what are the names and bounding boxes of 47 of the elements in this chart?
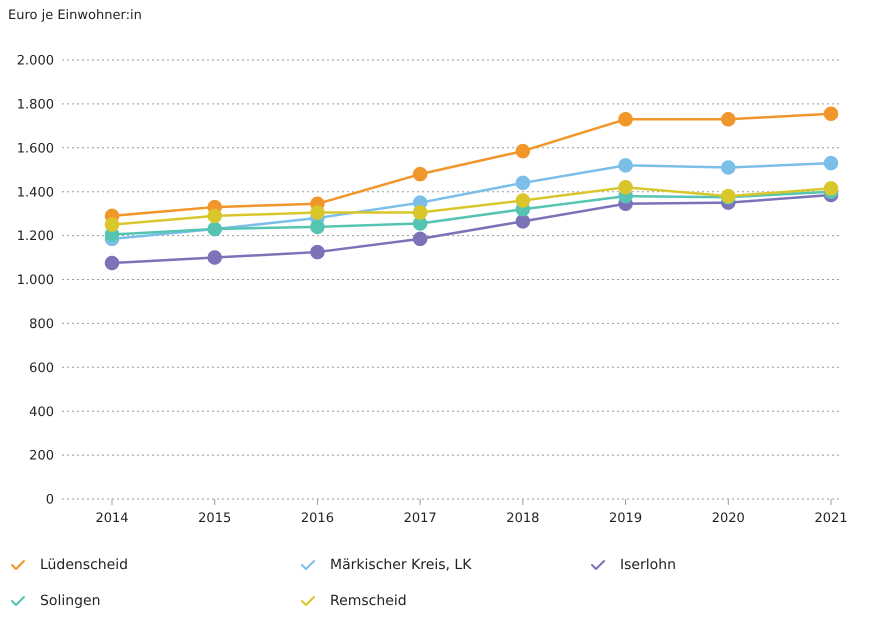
point xyxy=(618,158,633,173)
point xyxy=(824,156,838,170)
point xyxy=(310,244,325,260)
point xyxy=(310,220,325,234)
x-tick-label: 2018 xyxy=(506,511,540,526)
y-tick-label: 0 xyxy=(46,492,54,508)
point xyxy=(824,181,838,196)
x-tick-label: 2021 xyxy=(814,511,848,526)
y-tick-label: 1.000 xyxy=(16,273,54,288)
legend-label: Iserlohn xyxy=(620,557,676,573)
point xyxy=(721,112,736,127)
point xyxy=(516,214,530,229)
x-tick-label: 2019 xyxy=(609,511,642,526)
point xyxy=(207,250,222,265)
y-tick-label: 1.600 xyxy=(16,141,54,156)
point xyxy=(207,208,222,224)
y-tick-label: 200 xyxy=(29,448,54,464)
y-tick-label: 800 xyxy=(29,317,54,332)
x-tick-label: 2017 xyxy=(404,511,437,526)
y-tick-label: 1.400 xyxy=(16,185,54,200)
legend-label: Lüdenscheid xyxy=(40,557,128,573)
point xyxy=(412,166,428,182)
x-tick-label: 2014 xyxy=(95,511,129,526)
y-tick-label: 1.800 xyxy=(16,98,54,113)
point xyxy=(412,232,428,246)
point xyxy=(104,217,120,232)
y-tick-label: 600 xyxy=(29,360,54,376)
legend-label: Solingen xyxy=(40,593,100,609)
point xyxy=(516,176,530,190)
point xyxy=(721,160,736,175)
point xyxy=(516,193,530,208)
y-tick-label: 400 xyxy=(29,404,54,420)
point xyxy=(618,112,633,127)
legend-label: Remscheid xyxy=(330,593,407,609)
point xyxy=(412,205,428,220)
x-tick-label: 2015 xyxy=(198,511,232,526)
point xyxy=(516,144,530,158)
x-tick-label: 2016 xyxy=(300,511,334,526)
y-tick-label: 1.200 xyxy=(16,229,54,244)
legend-label: Märkischer Kreis, LK xyxy=(330,557,472,573)
point xyxy=(310,205,325,220)
point xyxy=(824,106,838,122)
y-axis-title: Euro je Einwohner:in xyxy=(7,7,143,25)
y-tick-label: 2.000 xyxy=(16,54,54,69)
point xyxy=(104,256,120,270)
point xyxy=(618,180,633,195)
x-tick-label: 2020 xyxy=(712,511,745,526)
